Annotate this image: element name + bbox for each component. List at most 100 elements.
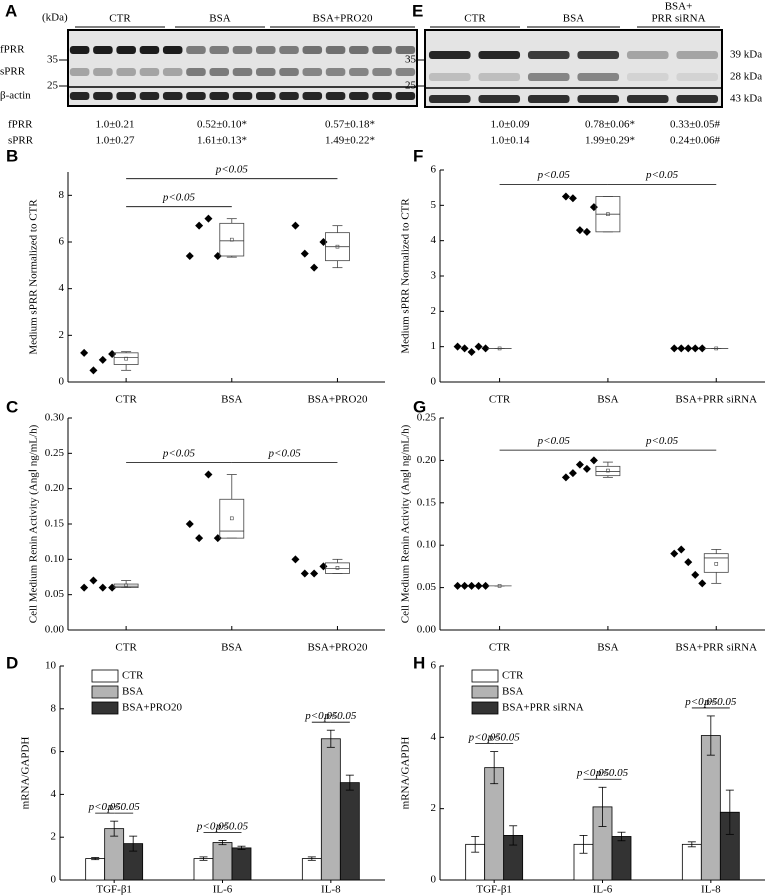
x-tick-label: TGF-β1 [476, 884, 512, 896]
mean [229, 516, 234, 521]
unit-label: (kDa) [42, 12, 68, 24]
y-tick-label: 0.00 [45, 624, 65, 636]
data-point [460, 344, 469, 353]
y-axis-label: mRNA/GAPDH [400, 737, 412, 810]
bar [85, 858, 106, 881]
data-point [561, 192, 570, 201]
panel-letter: G [413, 397, 426, 416]
x-tick-label: BSA [221, 642, 242, 654]
data-point [467, 581, 476, 590]
y-tick-label: 2 [431, 305, 437, 317]
band [527, 95, 570, 103]
comparison-label: p<0.05 [304, 710, 338, 722]
y-tick-label: 0.00 [417, 624, 437, 636]
data-point [474, 342, 483, 351]
group-label: BSA [563, 13, 584, 25]
bar [484, 767, 505, 881]
box [703, 553, 729, 573]
legend-swatch [91, 669, 119, 683]
band [232, 92, 253, 100]
legend-label: CTR [122, 670, 144, 682]
data-point [474, 581, 483, 590]
group-label: PRR siRNA [651, 13, 705, 25]
x-tick-label: BSA [597, 394, 618, 406]
bar [301, 858, 322, 881]
band [395, 46, 416, 54]
mean [714, 346, 719, 351]
band [325, 46, 346, 54]
x-tick-label: BSA [597, 642, 618, 654]
y-tick-label: 0.20 [417, 454, 437, 466]
data-point [80, 348, 89, 357]
data-point [481, 581, 490, 590]
panel-letter: F [413, 146, 423, 165]
comparison-label: p<0.05 [107, 801, 141, 813]
quant-value: 0.57±0.18* [325, 119, 375, 131]
quant-value: 1.61±0.13* [197, 135, 247, 147]
quant-value: 0.33±0.05# [670, 119, 721, 131]
data-point [89, 576, 98, 585]
mean [124, 356, 128, 361]
y-tick-label: 2 [59, 329, 65, 341]
data-point [568, 469, 577, 478]
x-tick-label: BSA [221, 394, 242, 406]
data-point [319, 238, 328, 246]
y-tick-label: 4 [431, 234, 437, 246]
y-tick-label: 3 [431, 270, 437, 282]
data-point [291, 221, 300, 230]
data-point [698, 344, 707, 353]
y-tick-label: 4 [51, 788, 57, 800]
data-point [575, 226, 584, 235]
data-point [691, 570, 700, 579]
band [527, 73, 570, 81]
data-point [98, 583, 107, 592]
data-point [108, 350, 117, 358]
data-point [204, 214, 213, 223]
band [577, 51, 620, 59]
x-tick-label: BSA+PRO20 [307, 642, 368, 654]
y-tick-label: 0.10 [45, 553, 65, 565]
quant-value: 1.49±0.22* [325, 135, 375, 147]
x-tick-label: IL-6 [593, 884, 613, 896]
y-tick-label: 0.25 [45, 447, 65, 459]
data-point [185, 252, 194, 260]
legend-label: BSA+PRO20 [122, 702, 183, 714]
panel-letter: D [6, 653, 18, 672]
band [279, 68, 299, 76]
x-tick-label: CTR [489, 394, 511, 406]
mean [229, 237, 234, 242]
band-label: sPRR [0, 66, 26, 78]
quant-value: 0.78±0.06* [585, 119, 635, 131]
panel-letter: C [6, 397, 18, 416]
y-tick-label: 0.15 [45, 518, 65, 530]
legend-label: BSA [502, 686, 523, 698]
comparison-label: p<0.05 [196, 820, 230, 832]
band [116, 68, 136, 76]
y-tick-label: 2 [431, 802, 437, 814]
data-point [291, 555, 300, 564]
x-tick-label: IL-8 [701, 884, 721, 896]
comparison-label: p<0.05 [595, 767, 629, 779]
size-label: 39 kDa [730, 49, 762, 61]
comparison-label: p<0.05 [645, 169, 679, 181]
y-tick-label: 2 [51, 831, 57, 843]
band [302, 46, 323, 54]
comparison-label: p<0.05 [215, 820, 249, 832]
y-tick-label: 6 [59, 236, 65, 248]
data-point [481, 344, 490, 353]
mean [335, 244, 340, 249]
band [209, 92, 230, 100]
band [349, 68, 369, 76]
y-tick-label: 0 [51, 874, 57, 886]
data-point [568, 194, 577, 203]
band [302, 92, 323, 100]
bar [231, 847, 252, 881]
data-point [204, 470, 213, 479]
y-tick-label: 5 [431, 199, 437, 211]
comparison-label: p<0.05 [268, 447, 302, 459]
y-tick-label: 4 [59, 282, 65, 294]
mean [606, 212, 610, 216]
y-tick-label: 6 [431, 164, 437, 176]
comparison-label: p<0.05 [323, 710, 357, 722]
